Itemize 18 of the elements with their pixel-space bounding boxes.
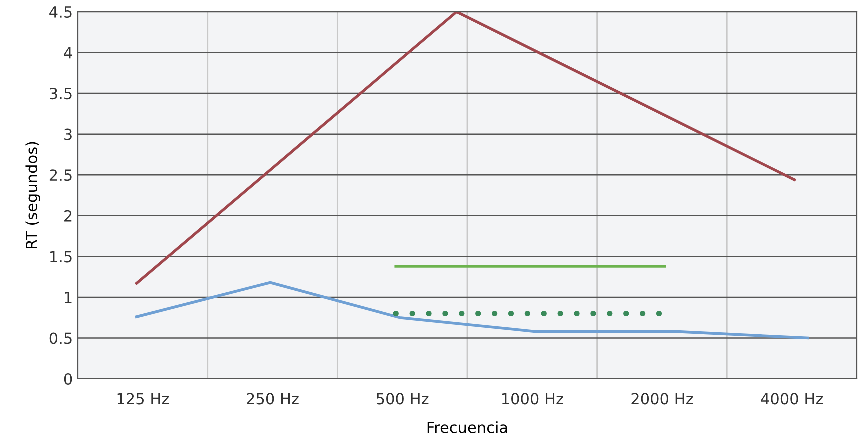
x-tick-label: 4000 Hz xyxy=(761,393,824,405)
y-tick-label: 1 xyxy=(65,292,72,304)
y-tick-label: 3.5 xyxy=(50,88,72,100)
y-tick-label: 4.5 xyxy=(50,6,72,18)
x-tick-label: 500 Hz xyxy=(376,393,429,405)
y-tick-label: 0.5 xyxy=(50,332,72,344)
x-tick-label: 1000 Hz xyxy=(502,393,564,405)
y-tick-label: 2.5 xyxy=(50,170,72,182)
x-tick-label: 250 Hz xyxy=(247,393,299,405)
y-tick-label: 3 xyxy=(64,128,72,140)
x-axis-title: Frecuencia xyxy=(428,422,508,434)
y-tick-label: 1.5 xyxy=(50,251,72,263)
y-axis-title: RT (segundos) xyxy=(26,142,41,249)
y-tick-label: 4 xyxy=(64,47,72,59)
y-tick-label: 2 xyxy=(64,210,72,222)
y-tick-label: 0 xyxy=(64,373,72,386)
x-tick-label: 125 Hz xyxy=(118,393,170,405)
x-tick-label: 2000 Hz xyxy=(632,393,694,405)
